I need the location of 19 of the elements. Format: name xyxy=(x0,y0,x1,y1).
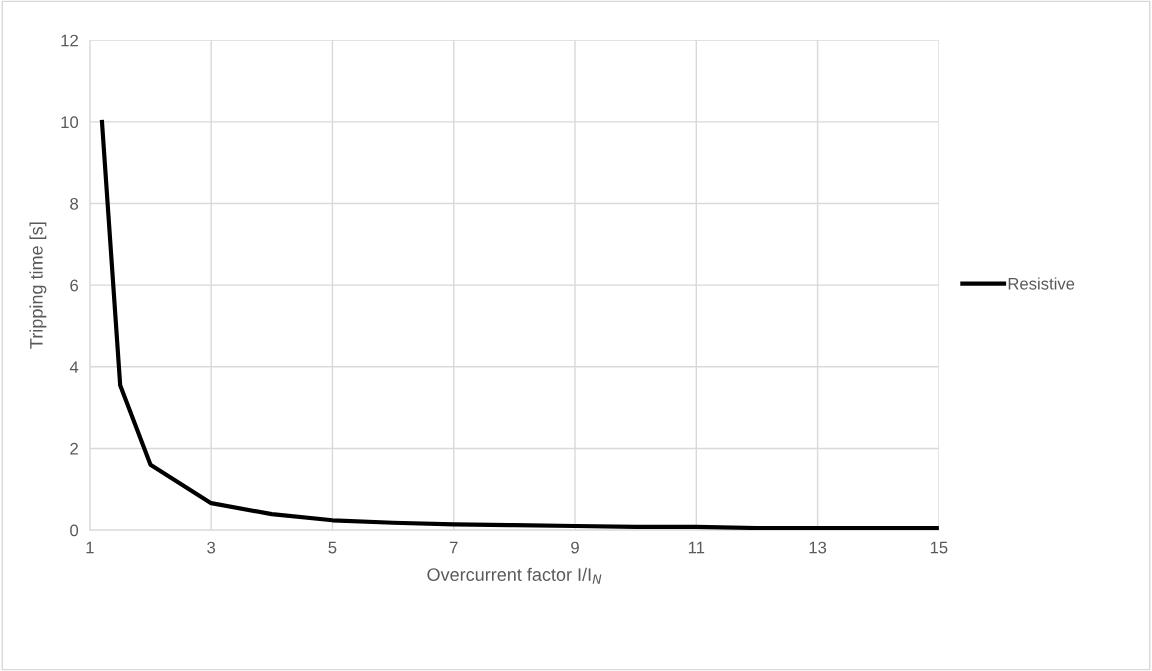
y-tick-label: 8 xyxy=(70,197,79,210)
y-tick-label: 12 xyxy=(61,34,78,47)
x-tick-label: 7 xyxy=(449,541,458,554)
y-tick-label: 0 xyxy=(70,524,79,537)
x-axis-title: Overcurrent factor I/I$_{N}$ xyxy=(427,567,602,584)
x-tick-label: 13 xyxy=(809,541,827,554)
y-tick-label: 2 xyxy=(70,442,78,455)
x-tick-label: 5 xyxy=(328,541,337,554)
x-tick-label: 9 xyxy=(571,541,579,554)
legend-label: Resistive xyxy=(1008,277,1075,290)
x-tick-label: 11 xyxy=(688,541,705,554)
x-tick-label: 3 xyxy=(207,541,216,554)
x-tick-label: 1 xyxy=(86,541,94,554)
y-tick-label: 10 xyxy=(61,116,79,129)
y-axis-title: Tripping time [s] xyxy=(29,222,47,349)
x-tick-label: 15 xyxy=(930,541,948,554)
y-tick-label: 4 xyxy=(69,361,79,373)
y-tick-label: 6 xyxy=(70,279,79,292)
line-series xyxy=(99,119,939,531)
